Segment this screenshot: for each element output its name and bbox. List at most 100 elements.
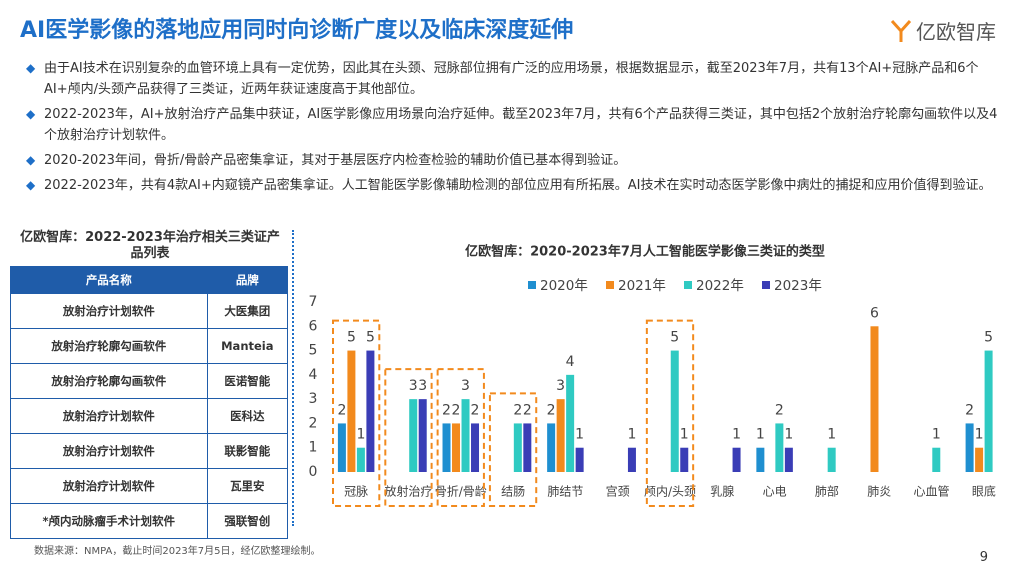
logo-icon — [890, 19, 912, 42]
data-label: 1 — [732, 427, 741, 443]
bar — [418, 399, 427, 472]
x-tick-label: 肺炎 — [867, 485, 891, 499]
legend-swatch — [762, 281, 770, 289]
table-row: 放射治疗计划软件 大医集团 — [10, 293, 289, 329]
highlight-box — [332, 319, 381, 508]
bar — [975, 447, 984, 472]
table-cell: 强联智创 — [206, 503, 289, 539]
data-label: 3 — [409, 378, 418, 394]
data-label: 6 — [870, 305, 879, 321]
bar — [442, 423, 451, 472]
table-cell: 放射治疗计划软件 — [10, 468, 208, 504]
y-tick-label: 7 — [309, 294, 318, 310]
legend-swatch — [528, 281, 536, 289]
logo: 亿欧智库 — [890, 16, 996, 45]
x-tick-label: 放射治疗 — [384, 484, 432, 499]
y-tick-label: 6 — [309, 318, 318, 334]
bar — [547, 423, 556, 472]
bar — [337, 423, 346, 472]
bar — [523, 423, 532, 472]
data-label: 1 — [680, 427, 689, 443]
slide-title: AI医学影像的落地应用同时向诊断广度以及临床深度延伸 — [20, 18, 574, 43]
table-cell: 放射治疗计划软件 — [10, 433, 208, 469]
table-cell: 放射治疗计划软件 — [10, 293, 208, 329]
table-cell: 瓦里安 — [206, 468, 289, 504]
data-label: 3 — [461, 378, 470, 394]
x-tick-label: 冠脉 — [344, 484, 368, 499]
bullet: 2020-2023年间，骨折/骨龄产品密集拿证，其对于基层医疗内检查检验的辅助价… — [24, 150, 999, 171]
data-label: 2 — [965, 402, 974, 418]
table-row: 放射治疗计划软件 瓦里安 — [10, 468, 289, 504]
legend-swatch — [684, 281, 692, 289]
bar — [556, 399, 565, 472]
source-note: 数据来源：NMPA，截止时间2023年7月5日，经亿欧整理绘制。 — [34, 546, 321, 557]
table-cell: 医科达 — [206, 398, 289, 434]
table-row: *颅内动脉瘤手术计划软件 强联智创 — [10, 503, 289, 539]
y-tick-label: 3 — [309, 391, 318, 407]
table-title: 亿欧智库：2022-2023年治疗相关三类证产品列表 — [20, 230, 280, 261]
data-label: 2 — [452, 402, 461, 418]
table-cell: 放射治疗计划软件 — [10, 398, 208, 434]
x-tick-label: 乳腺 — [710, 485, 734, 499]
table-row: 放射治疗轮廓勾画软件 医诺智能 — [10, 363, 289, 399]
data-label: 5 — [984, 330, 993, 346]
bar — [356, 447, 365, 472]
bar — [366, 350, 375, 472]
table-row: 放射治疗计划软件 医科达 — [10, 398, 289, 434]
data-label: 3 — [556, 378, 565, 394]
legend-label: 2022年 — [696, 278, 744, 294]
bullet-list: 由于AI技术在识别复杂的血管环境上具有一定优势，因此其在头颈、冠脉部位拥有广泛的… — [24, 58, 999, 200]
table-cell: 放射治疗轮廓勾画软件 — [10, 363, 208, 399]
bar — [984, 350, 993, 472]
bar — [932, 447, 941, 472]
bar — [756, 447, 765, 472]
x-tick-label: 心血管 — [914, 484, 950, 499]
bar — [965, 423, 974, 472]
highlight-box — [645, 319, 695, 508]
data-label: 1 — [356, 427, 365, 443]
bar — [409, 399, 418, 472]
legend-label: 2021年 — [618, 278, 666, 294]
highlight-box — [384, 368, 433, 507]
bar — [471, 423, 480, 472]
data-label: 1 — [784, 427, 793, 443]
bar — [566, 374, 575, 472]
data-label: 3 — [418, 378, 427, 394]
data-label: 5 — [347, 330, 356, 346]
data-label: 1 — [827, 427, 836, 443]
x-tick-label: 宫颈 — [606, 484, 630, 499]
bar — [680, 447, 689, 472]
x-tick-label: 肺结节 — [547, 485, 583, 499]
x-tick-label: 颅内/头颈 — [644, 485, 696, 499]
data-label: 2 — [471, 402, 480, 418]
data-label: 1 — [932, 427, 941, 443]
bar — [452, 423, 461, 472]
x-tick-label: 结肠 — [501, 485, 525, 499]
data-label: 1 — [575, 427, 584, 443]
data-label: 4 — [566, 354, 575, 370]
data-label: 1 — [756, 427, 765, 443]
x-tick-label: 心电 — [763, 485, 787, 499]
table-cell: 放射治疗轮廓勾画软件 — [10, 328, 208, 364]
table-panel: 亿欧智库：2022-2023年治疗相关三类证产品列表 产品名称 品牌 放射治疗计划软… — [8, 230, 294, 539]
data-label: 1 — [627, 427, 636, 443]
data-label: 2 — [775, 402, 784, 418]
bar — [513, 423, 522, 472]
y-tick-label: 5 — [309, 343, 318, 359]
y-tick-label: 0 — [309, 464, 318, 480]
bar — [732, 447, 741, 472]
table-row: 放射治疗轮廓勾画软件 Manteia — [10, 328, 289, 364]
x-tick-label: 眼底 — [972, 484, 996, 499]
data-label: 2 — [547, 402, 556, 418]
legend-label: 2023年 — [774, 278, 822, 294]
page-number: 9 — [979, 550, 988, 565]
x-tick-label: 肺部 — [815, 484, 839, 499]
bar — [870, 326, 879, 472]
highlight-box — [436, 368, 485, 507]
y-tick-label: 1 — [309, 440, 318, 456]
data-label: 2 — [513, 402, 522, 418]
bar — [461, 399, 470, 472]
data-label: 5 — [670, 330, 679, 346]
column-header: 产品名称 — [10, 266, 208, 294]
